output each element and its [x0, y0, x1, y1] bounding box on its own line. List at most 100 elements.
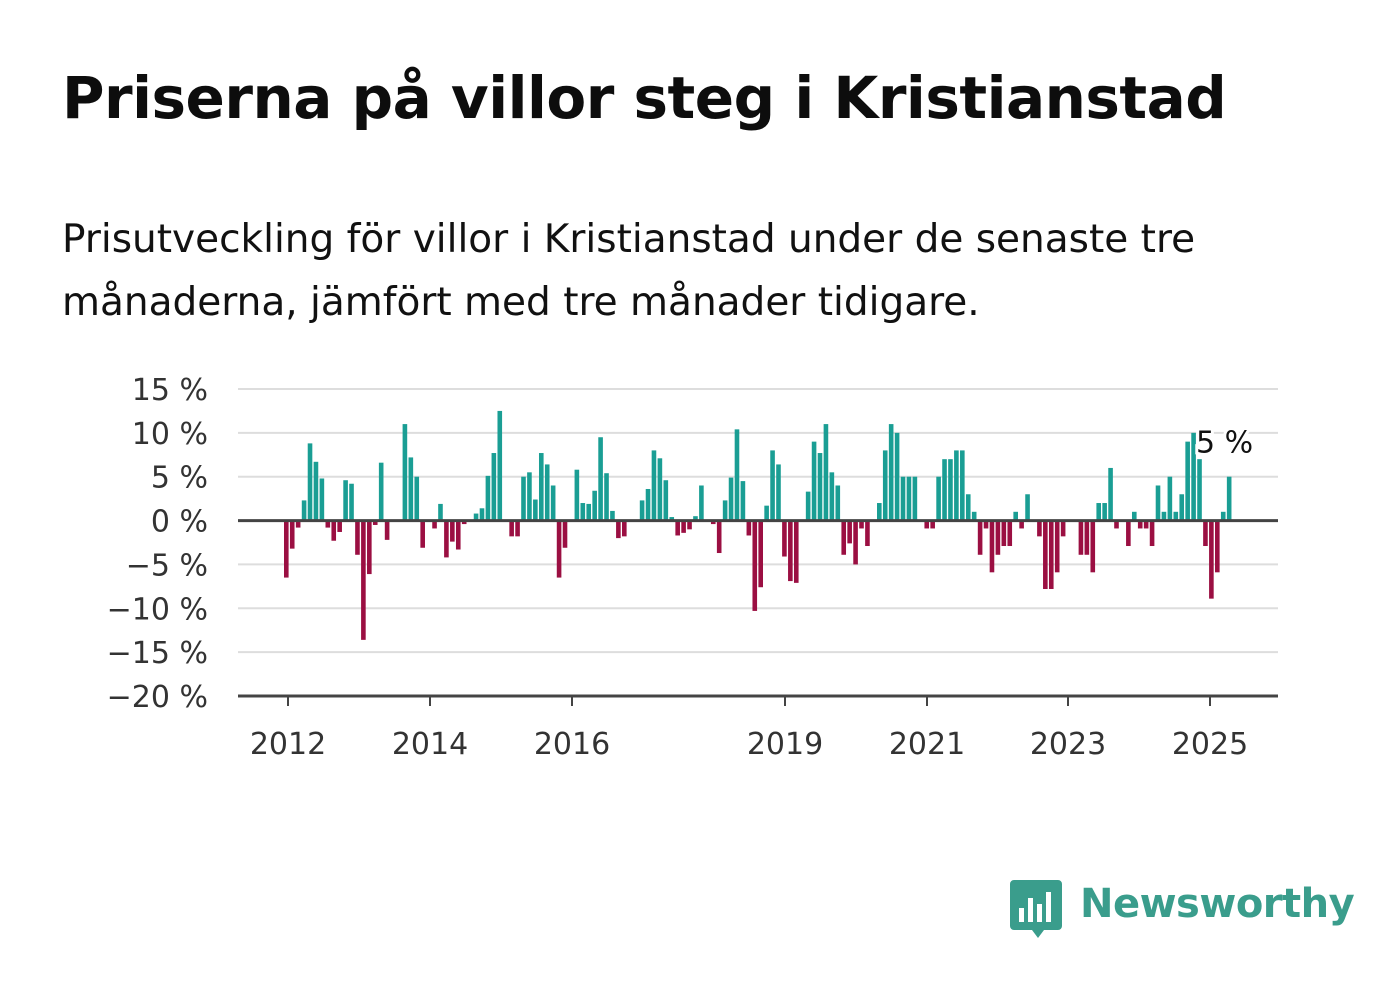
- bar: [1102, 503, 1107, 521]
- bar: [977, 520, 983, 555]
- last-value-label: 5 %: [1196, 426, 1253, 461]
- bar: [894, 432, 900, 521]
- y-tick-label: 5 %: [151, 461, 208, 496]
- y-tick-label: 0 %: [151, 505, 208, 540]
- bar: [788, 520, 793, 582]
- bar: [1043, 520, 1048, 589]
- bar: [1143, 520, 1149, 529]
- bar: [1167, 476, 1173, 521]
- bar: [1007, 520, 1013, 547]
- bar: [610, 510, 615, 521]
- bar: [289, 520, 295, 549]
- bar: [710, 520, 716, 525]
- bar: [349, 483, 354, 521]
- bar: [829, 472, 835, 521]
- bar: [657, 458, 663, 521]
- bar: [758, 520, 763, 588]
- bar: [687, 520, 692, 530]
- bar: [1179, 494, 1185, 521]
- x-tick-label: 2016: [534, 727, 610, 762]
- bar: [1185, 441, 1190, 521]
- bar: [414, 476, 420, 521]
- bar: [1215, 520, 1220, 573]
- bar: [343, 480, 348, 521]
- bar: [841, 520, 847, 555]
- bar: [301, 500, 307, 521]
- bar: [906, 476, 912, 521]
- bar: [989, 520, 995, 573]
- bar: [1226, 476, 1232, 521]
- bar: [1137, 520, 1143, 529]
- bar: [681, 520, 686, 533]
- bar: [491, 453, 497, 521]
- bar: [461, 520, 467, 525]
- bar: [402, 424, 408, 521]
- bar: [983, 520, 989, 529]
- bar: [1209, 520, 1214, 599]
- bar: [734, 429, 740, 521]
- bar: [877, 503, 882, 521]
- newsworthy-logo-text: Newsworthy: [1080, 881, 1355, 927]
- bar: [361, 520, 366, 640]
- bar: [438, 503, 443, 521]
- bar: [533, 499, 538, 521]
- x-tick-label: 2014: [392, 727, 468, 762]
- bar: [325, 520, 331, 528]
- bar: [319, 478, 325, 521]
- bar: [1191, 432, 1196, 521]
- bar: [793, 520, 799, 583]
- x-tick-label: 2023: [1030, 727, 1106, 762]
- x-tick-label: 2012: [250, 727, 326, 762]
- bar: [544, 464, 550, 521]
- x-tick-label: 2021: [889, 727, 965, 762]
- bar: [853, 520, 858, 565]
- bar: [995, 520, 1001, 555]
- bar: [942, 459, 947, 521]
- bar: [497, 410, 503, 521]
- bar: [307, 443, 313, 521]
- bar: [1090, 520, 1096, 573]
- bar: [1096, 503, 1102, 521]
- bar: [509, 520, 514, 537]
- bar: [616, 520, 621, 539]
- bar: [835, 485, 841, 521]
- chart-title: Priserna på villor steg i Kristianstad: [62, 64, 1227, 132]
- bar: [965, 494, 971, 521]
- bar: [1054, 520, 1060, 573]
- x-tick-label: 2019: [747, 727, 823, 762]
- bar: [1108, 467, 1113, 521]
- bar: [960, 450, 965, 521]
- y-tick-label: 15 %: [132, 373, 208, 408]
- bar: [420, 520, 425, 548]
- y-tick-label: 10 %: [132, 417, 208, 452]
- bar: [900, 476, 906, 521]
- bar: [1037, 520, 1042, 537]
- bar: [764, 505, 769, 521]
- bar: [556, 520, 562, 578]
- bar: [1013, 511, 1018, 521]
- bar: [455, 520, 461, 550]
- bar: [1203, 520, 1208, 547]
- bar: [645, 488, 651, 521]
- bar: [295, 520, 301, 528]
- bar: [936, 476, 941, 521]
- bar: [1197, 459, 1202, 521]
- bar: [847, 520, 852, 544]
- newsworthy-logo: Newsworthy: [1010, 878, 1355, 942]
- bar: [1048, 520, 1054, 589]
- bar: [912, 476, 918, 521]
- x-axis-labels: 2012 2014 2016 2019 2021 2023 2025: [250, 727, 1248, 762]
- bar: [550, 485, 556, 521]
- bar: [716, 520, 722, 554]
- bar: [971, 511, 977, 521]
- bar: [598, 437, 603, 521]
- y-tick-label: −15 %: [107, 636, 208, 671]
- bar: [699, 485, 704, 521]
- bar: [722, 500, 728, 521]
- y-axis-labels: 15 % 10 % 5 % 0 % −5 % −10 % −15 % −20 %: [107, 373, 208, 715]
- bar: [1078, 520, 1084, 555]
- bar: [1084, 520, 1090, 555]
- bar: [485, 475, 491, 521]
- y-tick-label: −5 %: [126, 548, 208, 583]
- bars: [284, 410, 1232, 640]
